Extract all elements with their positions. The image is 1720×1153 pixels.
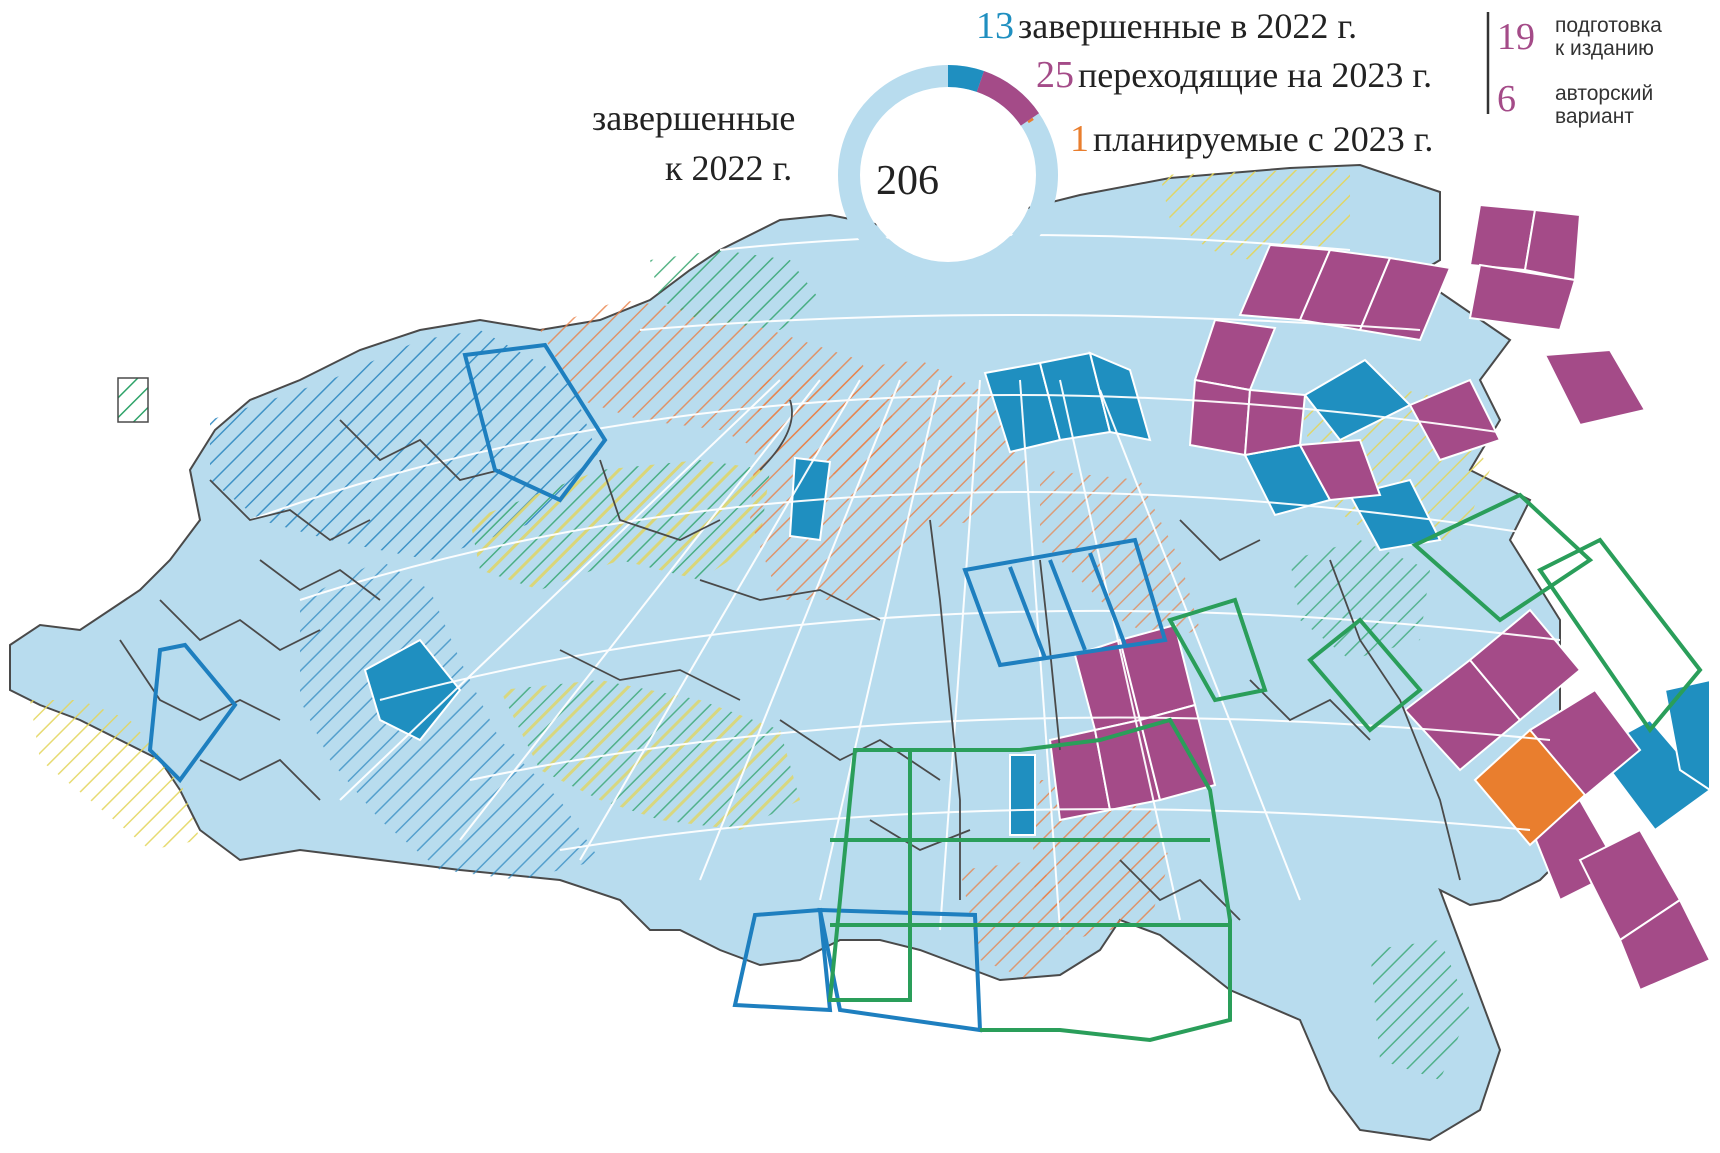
zone-south-west-blue-hatch — [300, 560, 600, 880]
legend-completed-2022-text: завершенные в 2022 г. — [1018, 6, 1358, 46]
sheet-purple — [1138, 703, 1217, 802]
sheet-purple — [1243, 388, 1307, 457]
donut-segment-completed-2022 — [947, 65, 984, 92]
sheet-purple — [1298, 438, 1382, 502]
donut-inner-hole — [861, 88, 1035, 262]
legend-transitional-2023: 25 переходящие на 2023 г. — [1036, 56, 1432, 94]
donut-segment-planned-2023 — [1027, 117, 1034, 124]
zone-north-green-hatch — [650, 250, 820, 330]
zone-baikal-orange-hatch — [960, 860, 1070, 980]
legend-transitional-2023-count: 25 — [1036, 54, 1074, 96]
sheet-purple — [1358, 256, 1452, 342]
donut-segment-transitional-2023 — [976, 71, 1040, 126]
sheet-purple — [1468, 263, 1577, 332]
zone-south-central-green-hatch — [500, 680, 800, 830]
breakdown-prep-line1: подготовка — [1555, 14, 1662, 37]
legend-completed-2022: 13 завершенные в 2022 г. — [976, 7, 1357, 45]
donut-center-value: 206 — [876, 158, 939, 204]
sheet-purple — [1523, 208, 1582, 282]
sheet-blue — [1663, 678, 1711, 792]
completed-before-2022-label-line1: завершенные — [592, 98, 796, 138]
sheet-purple — [1408, 378, 1502, 462]
breakdown-author-count: 6 — [1497, 78, 1516, 120]
sheet-blue — [1009, 754, 1036, 836]
zone-far-east-green-hatch — [1290, 540, 1430, 660]
breakdown-author-line2: вариант — [1555, 105, 1634, 128]
legend-transitional-2023-text: переходящие на 2023 г. — [1078, 55, 1433, 95]
sheet-purple — [1468, 203, 1537, 272]
zone-sakhalin-green-hatch — [1370, 940, 1470, 1080]
zone-siberia-orange-hatch — [1040, 470, 1200, 640]
zone-west-blue-hatch — [210, 330, 600, 560]
legend-planned-2023: 1 планируемые с 2023 г. — [1070, 120, 1433, 158]
breakdown-author-line1: авторский — [1555, 82, 1654, 105]
sheet-blue — [363, 638, 462, 742]
legend-planned-2023-text: планируемые с 2023 г. — [1093, 119, 1434, 159]
sheet-purple — [1543, 348, 1647, 427]
donut-segments — [947, 65, 1040, 126]
kaliningrad-region — [117, 377, 149, 423]
zone-southwest-yellow-hatch — [30, 700, 200, 850]
progress-donut — [838, 65, 1058, 285]
legend-planned-2023-count: 1 — [1070, 118, 1089, 160]
zone-northeast-yellow-hatch — [1160, 168, 1350, 270]
legend-completed-2022-count: 13 — [976, 5, 1014, 47]
sheet-purple — [1188, 378, 1252, 457]
breakdown-prep-line2: к изданию — [1555, 37, 1654, 60]
sheet-purple — [1618, 898, 1712, 992]
breakdown-prep-count: 19 — [1497, 16, 1535, 58]
completed-before-2022-label-line2: к 2022 г. — [665, 148, 793, 188]
outlined-blocks-green — [827, 492, 1703, 1043]
sheet-planned-2023 — [1473, 728, 1587, 847]
sheet-blue — [788, 456, 832, 542]
hatched-zones — [30, 168, 1490, 1080]
sheet-purple — [1468, 608, 1582, 722]
